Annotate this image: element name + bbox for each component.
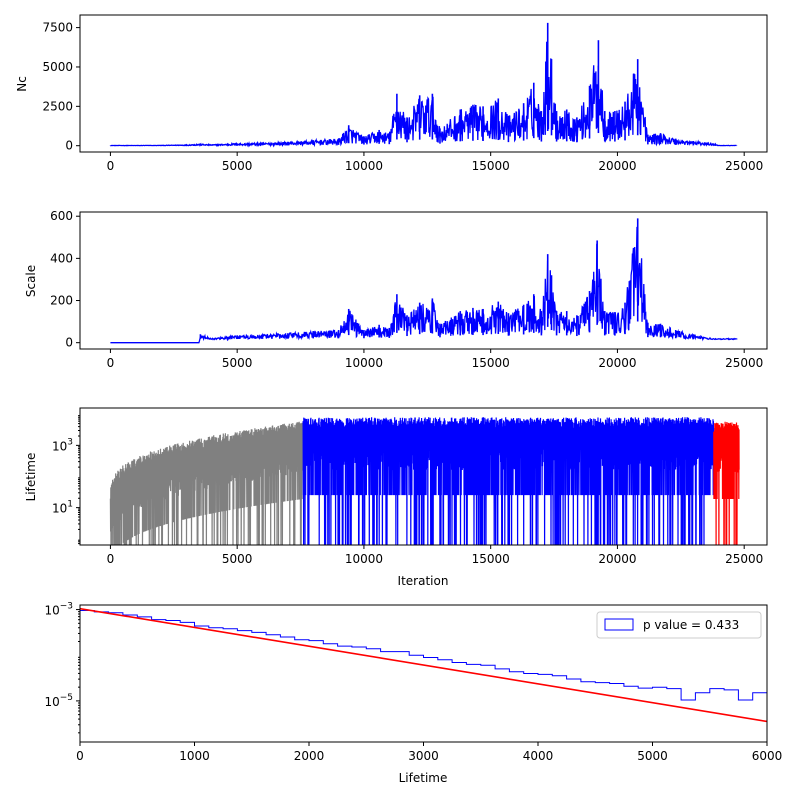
panel0-ytick-label: 2500 [42, 99, 73, 113]
panel2-series-1 [302, 417, 715, 545]
panel0-xtick-label: 20000 [598, 159, 636, 173]
panel1-xtick-label: 25000 [725, 356, 763, 370]
panel3-fit-line [80, 607, 767, 723]
panel3-xtick-label: 4000 [523, 749, 554, 763]
panel2-axes-frame [79, 407, 768, 546]
panel1-xtick-label: 20000 [598, 356, 636, 370]
panel2-ytick-label: 101 [52, 500, 73, 516]
panel2-series-2 [713, 421, 740, 545]
panel1-xtick-label: 0 [107, 356, 115, 370]
panel1-ytick-label: 200 [50, 294, 73, 308]
panel0-ytick-label: 7500 [42, 21, 73, 35]
legend-swatch [604, 618, 634, 631]
panel3-xtick-label: 3000 [408, 749, 439, 763]
panel-histogram: Lifetime [399, 771, 448, 785]
iteration-xlabel: Iteration [398, 574, 449, 588]
hist-xlabel: Lifetime [399, 771, 448, 785]
panel0-xtick-label: 15000 [472, 159, 510, 173]
panel2-series-0 [109, 421, 304, 545]
panel3-xtick-label: 1000 [179, 749, 210, 763]
legend-box [596, 611, 762, 639]
panel0-series-line [110, 41, 737, 148]
panel0-xtick-label: 0 [107, 159, 115, 173]
scale-ylabel: Scale [24, 265, 38, 297]
panel2-ytick-label: 103 [52, 437, 73, 453]
panel1-xtick-label: 5000 [222, 356, 253, 370]
panel-nc: Nc [15, 76, 29, 92]
legend: p value = 0.433 [596, 611, 762, 639]
panel1-ytick-label: 400 [50, 251, 73, 265]
panel0-ytick-label: 0 [65, 139, 73, 153]
panel2-xtick-label: 0 [107, 552, 115, 566]
panel0-xtick-label: 25000 [725, 159, 763, 173]
panel3-ytick-label: 10−3 [44, 602, 73, 618]
panel3-xtick-label: 2000 [294, 749, 325, 763]
panel-scale: Scale [24, 265, 38, 297]
panel1-xtick-label: 10000 [345, 356, 383, 370]
panel3-histogram-steps [80, 610, 767, 742]
panel1-series-line [110, 226, 737, 344]
panel3-ytick-label: 10−5 [44, 693, 73, 709]
panel1-axes-frame [79, 211, 768, 350]
nc-ylabel: Nc [15, 76, 29, 92]
panel3-plot-area [80, 607, 767, 742]
panel2-plot-area [109, 417, 740, 545]
panel0-xtick-label: 5000 [222, 159, 253, 173]
panel3-xtick-label: 0 [76, 749, 84, 763]
panel-lifetime: Lifetime Iteration [24, 453, 448, 588]
panel3-xtick-label: 6000 [752, 749, 783, 763]
panel0-ytick-label: 5000 [42, 60, 73, 74]
panel1-ytick-label: 0 [65, 336, 73, 350]
panel1-xtick-label: 15000 [472, 356, 510, 370]
panel2-xtick-label: 15000 [472, 552, 510, 566]
panel0-xtick-label: 10000 [345, 159, 383, 173]
panel3-xtick-label: 5000 [637, 749, 668, 763]
panel1-ytick-label: 600 [50, 209, 73, 223]
panel2-xtick-label: 5000 [222, 552, 253, 566]
panel0-axes-frame [79, 14, 768, 153]
panel2-xtick-label: 25000 [725, 552, 763, 566]
lifetime-ylabel: Lifetime [24, 453, 38, 502]
panel2-xtick-label: 20000 [598, 552, 636, 566]
legend-label: p value = 0.433 [643, 618, 739, 632]
panel2-xtick-label: 10000 [345, 552, 383, 566]
